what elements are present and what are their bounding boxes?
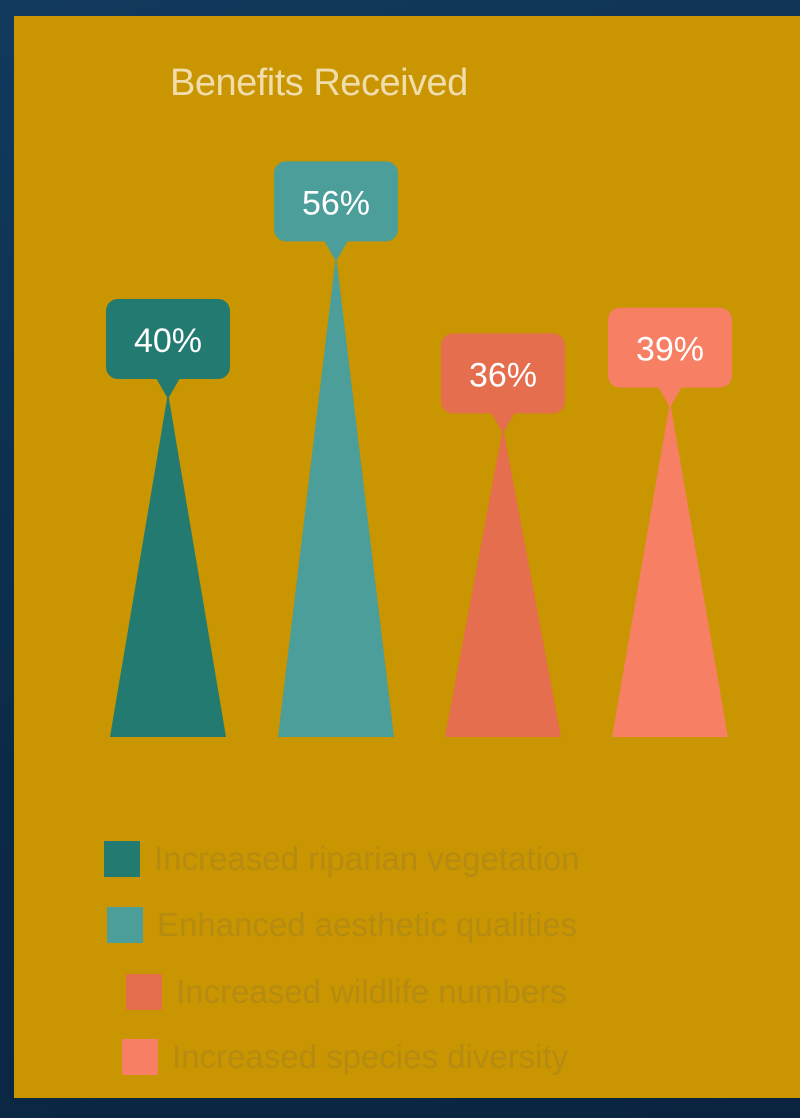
data-label-2: 56%	[302, 184, 370, 222]
value-callout-3	[441, 333, 565, 414]
legend-swatch	[104, 841, 140, 877]
callout-pointer-2	[324, 240, 348, 262]
data-label-3: 36%	[469, 356, 537, 394]
legend-label: Increased species diversity	[172, 1038, 569, 1075]
legend-label: Enhanced aesthetic qualities	[157, 906, 578, 943]
legend-label: Increased wildlife numbers	[176, 973, 567, 1010]
chart-marks: 40% 56% 36% 39%	[106, 161, 732, 737]
legend-swatch	[107, 907, 143, 943]
legend-item: Enhanced aesthetic qualities	[107, 906, 577, 944]
legend-label: Increased riparian vegetation	[154, 840, 580, 877]
bar-1	[110, 393, 226, 737]
bar-2	[278, 255, 394, 737]
callout-pointer-1	[156, 378, 180, 399]
legend-swatch	[126, 974, 162, 1010]
callout-pointer-4	[658, 386, 682, 408]
value-callout-4	[608, 307, 732, 388]
callout-pointer-3	[491, 412, 515, 434]
data-label-1: 40%	[134, 322, 202, 360]
value-callout-1	[106, 299, 230, 379]
value-callout-2	[274, 161, 398, 242]
legend-item: Increased wildlife numbers	[126, 973, 567, 1011]
legend-swatch	[122, 1039, 158, 1075]
bar-4	[612, 401, 728, 737]
legend-item: Increased species diversity	[122, 1038, 568, 1076]
chart-title: Benefits Received	[170, 62, 468, 104]
bar-3	[445, 427, 561, 737]
legend-item: Increased riparian vegetation	[104, 840, 580, 878]
data-label-4: 39%	[636, 331, 704, 369]
